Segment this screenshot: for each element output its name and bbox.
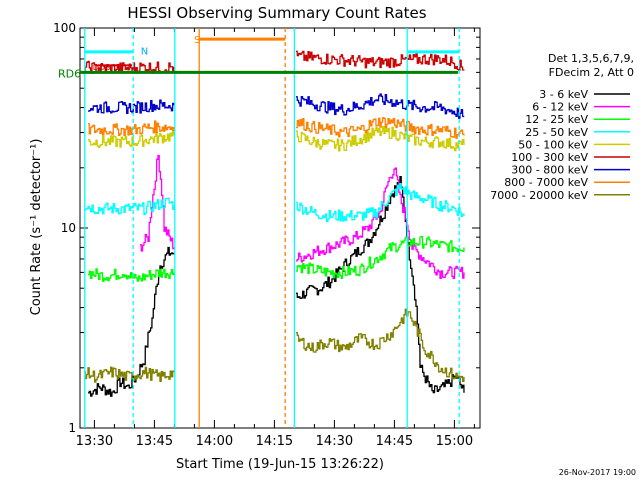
series-line-5 bbox=[296, 126, 465, 152]
series-line-1 bbox=[296, 176, 465, 394]
legend-title-line-2: FDecim 2, Att 0 bbox=[549, 66, 634, 79]
legend-label: 3 - 6 keV bbox=[539, 88, 588, 101]
series-line-2 bbox=[140, 154, 175, 252]
y-tick-label: 10 bbox=[61, 221, 76, 235]
legend-title-line-1: Det 1,3,5,6,7,9, bbox=[548, 52, 634, 65]
series-line-6 bbox=[296, 50, 465, 72]
series-line-4 bbox=[84, 197, 175, 216]
series-line-9 bbox=[296, 308, 465, 383]
series-line-5 bbox=[88, 129, 175, 149]
plot-area: 1 10 100 13:30 13:45 14:00 14:15 14:30 14:45 15:0… bbox=[53, 21, 481, 449]
x-tick-label: 14:30 bbox=[316, 434, 353, 449]
series-line-7 bbox=[296, 93, 465, 119]
series-line-9 bbox=[84, 366, 175, 383]
flag-label-s: S bbox=[194, 35, 200, 46]
x-tick-label: 14:15 bbox=[256, 434, 293, 449]
x-tick-label: 15:00 bbox=[436, 434, 473, 449]
chart-title: HESSI Observing Summary Count Rates bbox=[127, 4, 426, 22]
flag-label-n: N bbox=[141, 47, 148, 58]
flag-label-dds: DDS bbox=[93, 63, 110, 72]
legend-label: 25 - 50 keV bbox=[525, 126, 588, 139]
y-tick-label: 1 bbox=[68, 421, 76, 435]
legend: Det 1,3,5,6,7,9, FDecim 2, Att 0 3 - 6 k… bbox=[490, 52, 634, 202]
x-tick-label: 14:00 bbox=[196, 434, 233, 449]
legend-label: 300 - 800 keV bbox=[511, 164, 588, 177]
x-tick-label: 13:45 bbox=[136, 434, 173, 449]
x-tick-label: 14:45 bbox=[376, 434, 413, 449]
series-line-8 bbox=[88, 120, 175, 137]
series-line-1 bbox=[88, 246, 175, 397]
legend-label: 50 - 100 keV bbox=[518, 138, 588, 151]
legend-label: 7000 - 20000 keV bbox=[490, 189, 588, 202]
legend-label: 800 - 7000 keV bbox=[504, 176, 588, 189]
series-line-4 bbox=[296, 182, 465, 223]
footer-date: 26-Nov-2017 19:00 bbox=[559, 468, 636, 477]
y-axis-label: Count Rate (s⁻¹ detector⁻¹) bbox=[29, 139, 44, 316]
legend-label: 6 - 12 keV bbox=[532, 101, 588, 114]
series-line-2 bbox=[296, 167, 465, 279]
x-tick-label: 13:30 bbox=[76, 434, 113, 449]
y-tick-label: 100 bbox=[53, 21, 76, 35]
x-axis-label: Start Time (19-Jun-15 13:26:22) bbox=[176, 457, 384, 472]
legend-label: 100 - 300 keV bbox=[511, 151, 588, 164]
series-line-3 bbox=[296, 236, 465, 279]
flag-label-rd6: RD6 bbox=[58, 67, 81, 80]
legend-label: 12 - 25 keV bbox=[525, 113, 588, 126]
series-line-7 bbox=[88, 99, 175, 114]
series-line-8 bbox=[296, 117, 465, 139]
series-line-3 bbox=[88, 268, 175, 282]
